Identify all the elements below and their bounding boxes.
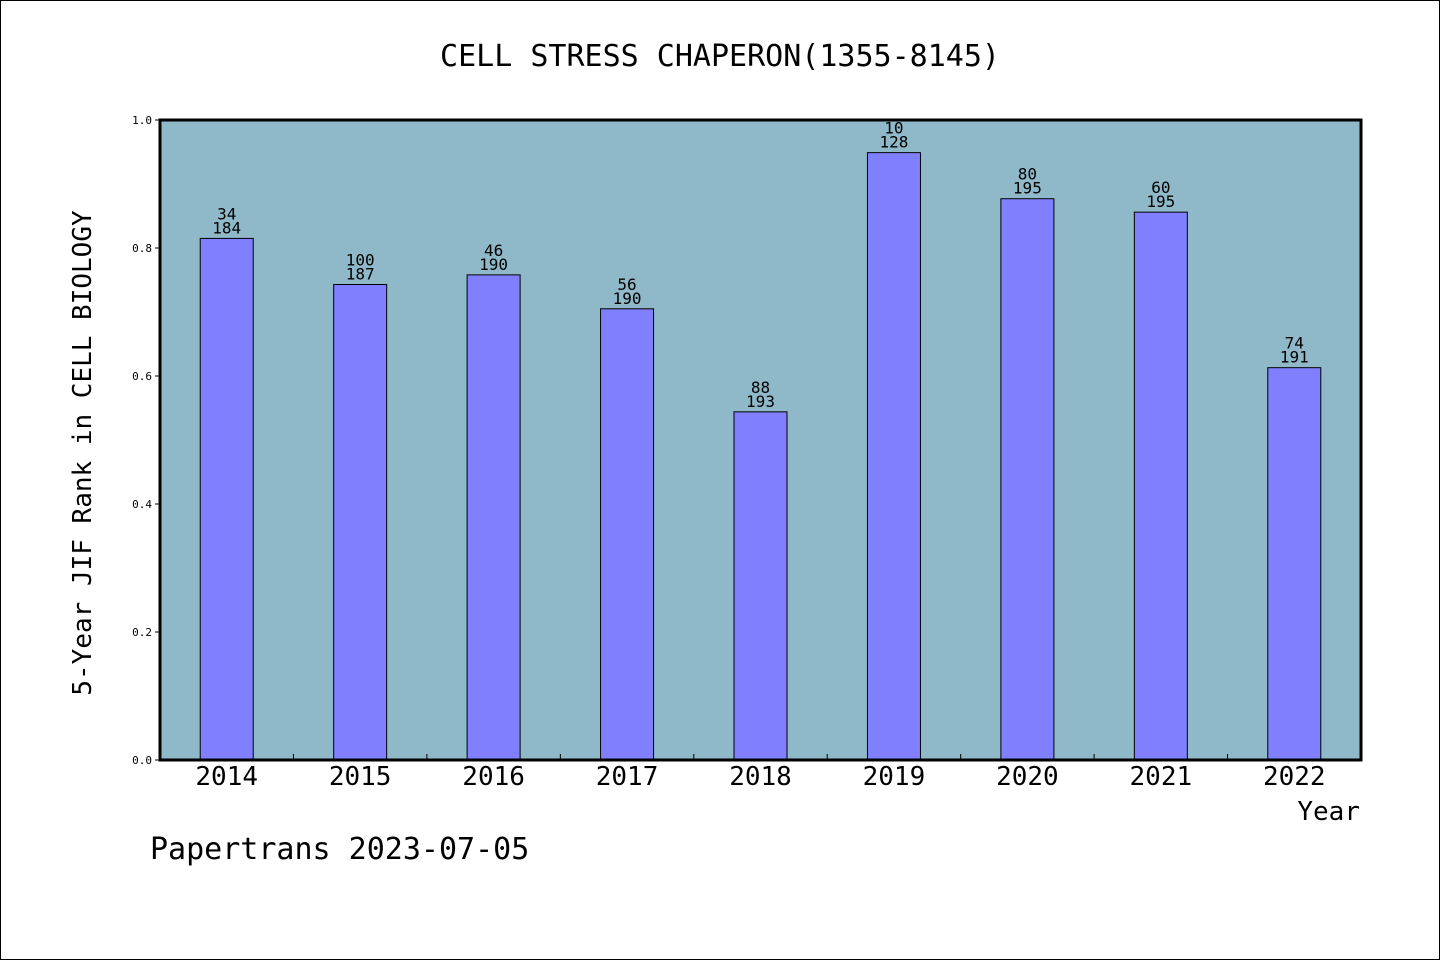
bar-2018 [733,411,788,761]
y-axis-label: 5-Year JIF Rank in CELL BIOLOGY [68,210,98,696]
y-tick-label: 0.4 [132,498,152,511]
x-tick-label: 2022 [1263,762,1326,792]
bars-layer [199,152,1322,761]
bar-2021 [1133,211,1188,761]
y-tick-label: 0.2 [132,626,152,639]
footer-note: Papertrans 2023-07-05 [150,832,530,867]
x-tick-label: 2016 [462,762,525,792]
x-tick-label: 2017 [596,762,659,792]
bar-label-rank: 74 [1285,334,1304,353]
bar-label-rank: 34 [217,204,236,223]
chart-title: CELL STRESS CHAPERON(1355-8145) [440,39,1000,74]
bar-2016 [466,274,521,761]
bar-2014 [199,237,254,761]
bar-label-total: 187 [346,264,375,283]
y-axis: 0.0 0.2 0.4 0.6 0.8 1.0 [132,114,160,767]
x-tick-label: 2014 [195,762,258,792]
x-tick-label: 2018 [729,762,792,792]
x-axis: 2014 2015 2016 2017 2018 2019 2020 2021 2022 [195,754,1326,792]
bar-label-rank: 80 [1018,165,1037,184]
bar-label-rank: 46 [484,241,503,260]
x-tick-label: 2021 [1130,762,1193,792]
bar-label-rank: 100 [346,250,375,269]
bar-2022 [1267,367,1322,761]
x-axis-label: Year [1297,797,1360,827]
bar-2017 [600,308,655,761]
bar-label-rank: 60 [1151,178,1170,197]
bar-2020 [1000,198,1055,761]
y-tick-label: 0.6 [132,370,152,383]
bar-label-total: 184 [212,218,241,237]
bar-label-rank: 10 [884,119,903,138]
x-tick-label: 2019 [863,762,926,792]
bar-label-rank: 88 [751,378,770,397]
bar-label-total: 190 [613,289,642,308]
bar-label-total: 195 [1013,179,1042,198]
bar-label-rank: 56 [617,275,636,294]
x-tick-label: 2015 [329,762,392,792]
y-tick-label: 0.0 [132,754,152,767]
bar-2015 [333,283,388,761]
bar-label-total: 195 [1146,192,1175,211]
y-tick-label: 1.0 [132,114,152,127]
bar-label-total: 128 [879,133,908,152]
bar-label-total: 193 [746,392,775,411]
bar-2019 [866,152,921,761]
x-tick-label: 2020 [996,762,1059,792]
plot-border [158,118,1363,762]
bar-label-total: 190 [479,255,508,274]
y-tick-label: 0.8 [132,242,152,255]
bar-label-total: 191 [1280,348,1309,367]
